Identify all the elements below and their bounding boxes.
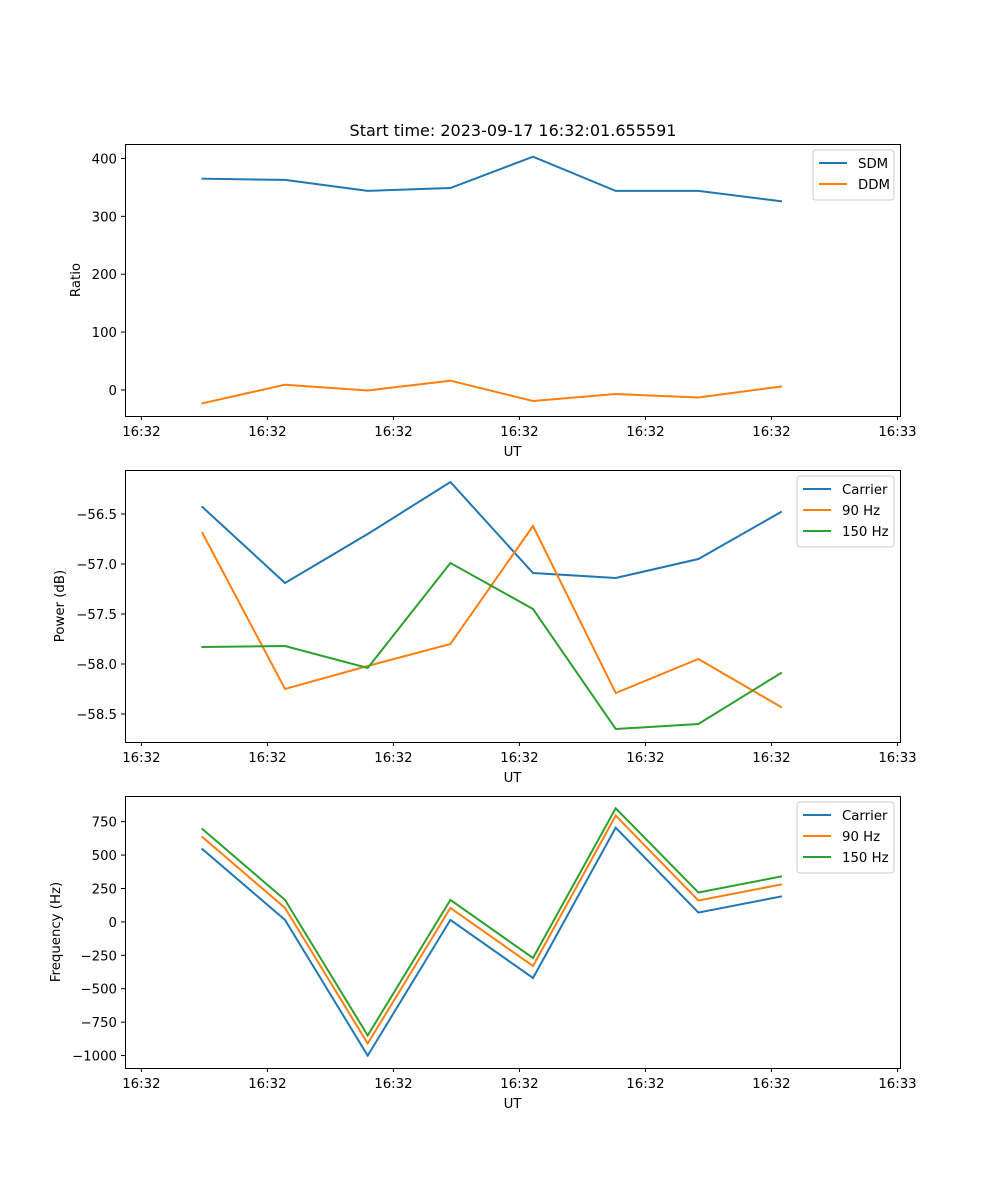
y-tick-label: −57.0: [76, 558, 117, 573]
y-tick-label: 400: [92, 152, 117, 167]
y-tick-label: 200: [92, 268, 117, 283]
y-tick-label: −750: [80, 1016, 117, 1031]
legend-box: [796, 475, 895, 548]
x-tick-label: 16:32: [626, 425, 664, 440]
y-tick-label: −57.5: [76, 608, 117, 623]
series-line-150-hz: [201, 561, 783, 731]
legend-label: 90 Hz: [842, 504, 880, 519]
legend-label: DDM: [858, 178, 890, 193]
x-tick-label: 16:32: [626, 751, 664, 766]
legend-label: 150 Hz: [842, 851, 889, 866]
series-line-ddm: [201, 379, 783, 405]
x-tick-label: 16:32: [248, 751, 286, 766]
x-axis-label: UT: [504, 445, 523, 460]
subplot-3: 16:32 16:32 16:32 16:32 16:32 16:32 16:33 −1000…: [49, 796, 917, 1112]
x-tick-label: 16:32: [248, 1077, 286, 1092]
x-tick-label: 16:32: [374, 1077, 412, 1092]
legend-label: 90 Hz: [842, 830, 880, 845]
x-tick-label: 16:32: [374, 751, 412, 766]
x-tick-label: 16:32: [752, 751, 790, 766]
y-tick-label: −56.5: [76, 508, 117, 523]
x-tick-label: 16:33: [878, 751, 916, 766]
legend: Carrier 90 Hz 150 Hz: [796, 801, 895, 874]
y-axis-label: Frequency (Hz): [49, 882, 64, 982]
series-line-carrier: [200, 826, 783, 1058]
y-axis-label: Power (dB): [53, 570, 68, 642]
x-tick-label: 16:32: [500, 425, 538, 440]
x-tick-label: 16:32: [248, 425, 286, 440]
y-tick-label: −1000: [72, 1050, 117, 1065]
x-tick-label: 16:32: [500, 751, 538, 766]
x-tick-label: 16:32: [122, 1077, 160, 1092]
series-line-150-hz: [200, 806, 783, 1038]
x-tick-label: 16:32: [500, 1077, 538, 1092]
legend-label: Carrier: [842, 809, 888, 824]
y-tick-label: 0: [109, 384, 117, 399]
series-line-90-hz: [200, 813, 783, 1046]
legend-label: SDM: [858, 157, 888, 172]
axes-frame: [125, 796, 901, 1069]
figure-title: Start time: 2023-09-17 16:32:01.655591: [350, 121, 677, 140]
x-tick-label: 16:32: [122, 751, 160, 766]
y-tick-label: −58.5: [76, 708, 117, 723]
legend-box: [796, 801, 895, 874]
x-tick-label: 16:32: [752, 1077, 790, 1092]
series-line-sdm: [201, 155, 783, 203]
series-line-carrier: [200, 480, 783, 585]
legend-label: 150 Hz: [842, 525, 889, 540]
subplot-1: 16:32 16:32 16:32 16:32 16:32 16:32 16:33 0 100 2…: [69, 144, 917, 460]
legend-label: Carrier: [842, 483, 888, 498]
x-tick-label: 16:33: [878, 1077, 916, 1092]
y-tick-label: −500: [80, 983, 117, 998]
axes-frame: [125, 144, 901, 417]
x-tick-label: 16:33: [878, 425, 916, 440]
legend: SDM DDM: [812, 149, 895, 201]
legend: Carrier 90 Hz 150 Hz: [796, 475, 895, 548]
y-tick-label: −250: [80, 949, 117, 964]
y-tick-label: 750: [92, 816, 117, 831]
x-axis-label: UT: [504, 1097, 523, 1112]
x-tick-label: 16:32: [752, 425, 790, 440]
y-tick-label: 250: [92, 882, 117, 897]
panels: 16:32 16:32 16:32 16:32 16:32 16:32 16:33 0 100 2…: [49, 144, 917, 1112]
y-tick-label: 0: [109, 916, 117, 931]
x-tick-label: 16:32: [626, 1077, 664, 1092]
y-tick-label: −58.0: [76, 658, 117, 673]
subplot-2: 16:32 16:32 16:32 16:32 16:32 16:32 16:33 −58.5…: [53, 470, 917, 786]
y-tick-label: 100: [92, 326, 117, 341]
x-tick-label: 16:32: [122, 425, 160, 440]
x-axis-label: UT: [504, 771, 523, 786]
x-tick-label: 16:32: [374, 425, 412, 440]
y-tick-label: 300: [92, 210, 117, 225]
y-tick-label: 500: [92, 849, 117, 864]
y-axis-label: Ratio: [69, 263, 84, 297]
axes-frame: [125, 470, 901, 743]
